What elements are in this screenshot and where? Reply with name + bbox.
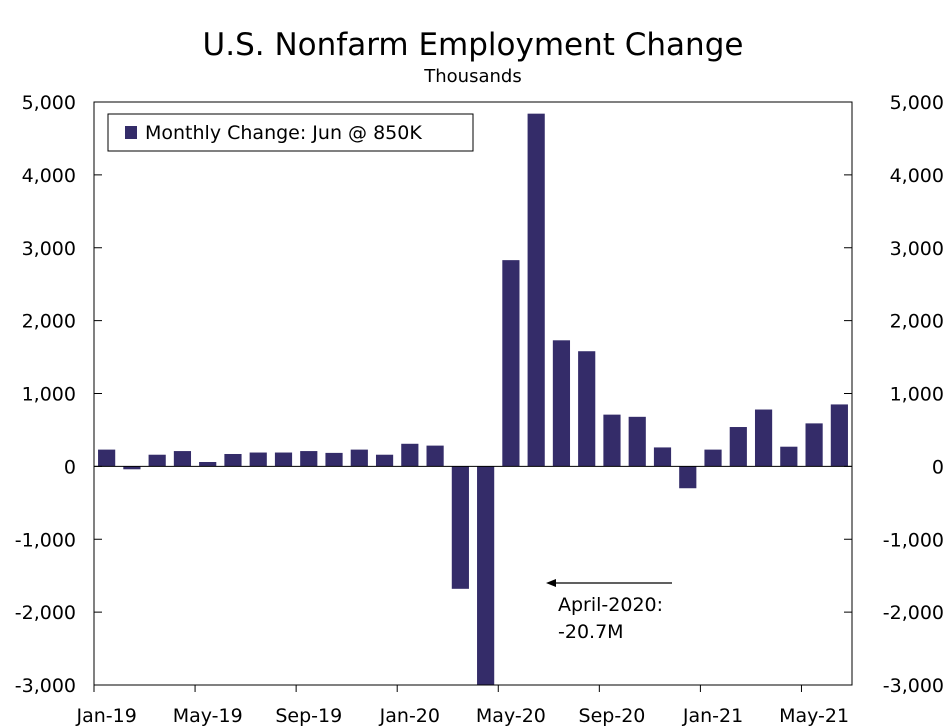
x-tick-label: Sep-19 [275, 705, 342, 727]
bar-jan-19 [98, 449, 116, 467]
bar-apr-19 [173, 451, 192, 467]
bar-mar-21 [754, 409, 773, 467]
bar-jun-21 [830, 404, 848, 467]
bar-aug-19 [274, 452, 293, 467]
ticks-layer: 5,000 5,000 4,000 4,000 3,000 3,000 2,000 2,000… [15, 92, 944, 727]
y-tick-label-left: 2,000 [22, 311, 76, 333]
y-tick-label-right: -3,000 [883, 675, 944, 697]
bar-jan-20 [401, 443, 419, 467]
legend-label: Monthly Change: Jun @ 850K [145, 122, 422, 144]
y-tick-label-left: 4,000 [22, 165, 76, 187]
x-tick-label: Sep-20 [579, 705, 646, 727]
bar-sep-19 [300, 451, 318, 467]
axes-layer [93, 101, 853, 686]
annotation-arrow-head [546, 579, 556, 587]
bar-jul-20 [552, 340, 571, 467]
y-tick-label-right: -2,000 [883, 602, 944, 624]
y-tick-label-right: 0 [932, 456, 944, 478]
bar-jul-19 [249, 452, 267, 467]
y-tick-label-left: 0 [64, 456, 76, 478]
bar-jun-19 [224, 453, 242, 467]
bar-feb-19 [123, 466, 141, 470]
legend: Monthly Change: Jun @ 850K [107, 113, 474, 152]
x-tick-label: Jan-21 [682, 705, 743, 727]
bar-nov-20 [653, 447, 672, 467]
annotation-line-2: -20.7M [558, 621, 624, 643]
bar-oct-20 [628, 416, 646, 467]
y-tick-label-left: 1,000 [22, 384, 76, 406]
chart-title: U.S. Nonfarm Employment Change [203, 27, 744, 63]
bar-apr-21 [780, 446, 798, 467]
bar-aug-20 [578, 351, 596, 467]
bar-nov-19 [350, 449, 368, 467]
x-tick-label: Jan-20 [379, 705, 440, 727]
bar-mar-19 [148, 454, 166, 467]
bar-jan-21 [704, 449, 722, 467]
x-tick-label: Jan-19 [75, 705, 136, 727]
bar-may-20 [502, 260, 520, 467]
y-tick-label-right: 1,000 [890, 384, 944, 406]
bar-may-19 [199, 462, 217, 467]
x-tick-label: May-19 [173, 705, 243, 727]
bar-feb-21 [729, 427, 747, 467]
y-tick-label-right: 2,000 [890, 311, 944, 333]
plot-frame [93, 101, 853, 686]
y-tick-label-right: 3,000 [890, 238, 944, 260]
y-tick-label-right: -1,000 [883, 529, 944, 551]
bar-dec-19 [375, 454, 394, 467]
annotation: April-2020: -20.7M [546, 579, 672, 643]
bar-feb-20 [426, 445, 444, 467]
bar-sep-20 [603, 414, 621, 467]
annotation-line-1: April-2020: [558, 594, 663, 616]
x-tick-label: May-21 [779, 705, 849, 727]
bar-jun-20 [527, 113, 545, 467]
x-tick-label: May-20 [476, 705, 546, 727]
bar-oct-19 [325, 452, 343, 467]
bar-mar-20 [451, 466, 469, 589]
y-tick-label-left: 3,000 [22, 238, 76, 260]
bar-dec-20 [679, 466, 697, 489]
legend-swatch [125, 126, 137, 139]
bar-apr-20 [477, 466, 495, 685]
legend-box [107, 113, 474, 152]
y-tick-label-left: -2,000 [15, 602, 76, 624]
y-tick-label-right: 5,000 [890, 92, 944, 114]
chart-subtitle: Thousands [423, 66, 521, 87]
bars-layer [98, 113, 848, 685]
bar-may-21 [805, 423, 823, 467]
y-tick-label-right: 4,000 [890, 165, 944, 187]
y-tick-label-left: 5,000 [22, 92, 76, 114]
y-tick-label-left: -3,000 [15, 675, 76, 697]
y-tick-label-left: -1,000 [15, 529, 76, 551]
